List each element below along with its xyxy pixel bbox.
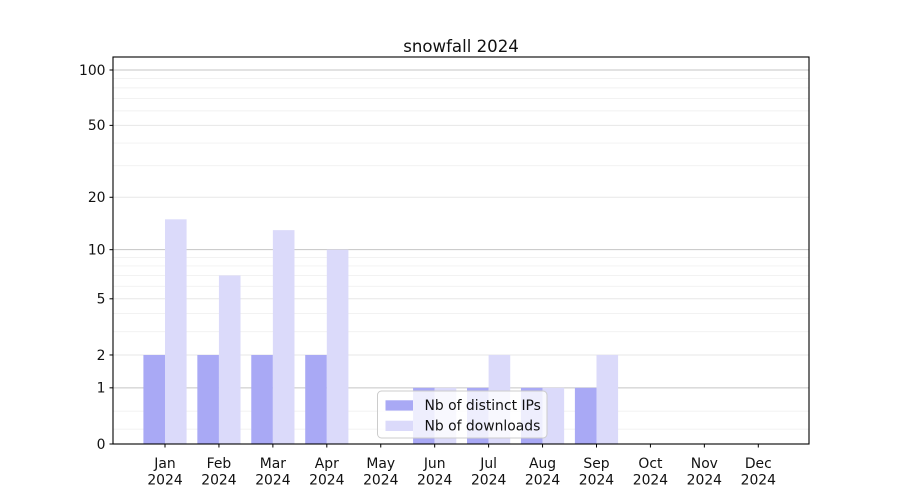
x-tick-label-month: Feb [207,456,232,472]
legend-swatch-nb-of-downloads [385,420,413,431]
x-tick-label-year: 2024 [309,473,345,489]
legend-label-nb-of-distinct-ips: Nb of distinct IPs [425,398,541,414]
x-tick-label-year: 2024 [633,473,669,489]
y-tick-label: 50 [88,118,106,134]
x-tick-label-year: 2024 [579,473,615,489]
x-tick-label-month: Nov [691,456,718,472]
bar-nb-of-distinct-ips-feb-2024 [197,354,219,444]
y-tick-label: 100 [79,63,106,79]
bar-nb-of-distinct-ips-apr-2024 [305,354,327,444]
bar-nb-of-distinct-ips-jan-2024 [143,354,165,444]
y-tick-label: 2 [97,348,106,364]
bar-nb-of-downloads-feb-2024 [218,275,241,444]
x-tick-label-year: 2024 [201,473,237,489]
legend-swatch-nb-of-distinct-ips [385,400,413,411]
x-tick-label-month: Aug [529,456,556,472]
bar-nb-of-distinct-ips-mar-2024 [251,354,273,444]
x-tick-label-month: May [366,456,395,472]
x-tick-label-year: 2024 [741,473,777,489]
x-tick-label-year: 2024 [363,473,399,489]
bar-nb-of-downloads-jan-2024 [165,219,187,444]
bar-nb-of-distinct-ips-sep-2024 [574,387,597,444]
x-tick-label-month: Mar [260,456,286,472]
x-tick-label-month: Oct [638,456,663,472]
y-tick-label: 5 [97,292,106,308]
axes-frame [112,56,810,445]
x-tick-label-year: 2024 [255,473,291,489]
x-tick-label-month: Dec [745,456,772,472]
legend-label-nb-of-downloads: Nb of downloads [425,418,541,434]
bar-nb-of-downloads-mar-2024 [272,230,295,444]
x-tick-label-year: 2024 [417,473,453,489]
y-tick-label: 10 [88,242,106,258]
y-tick-label: 1 [97,381,106,397]
x-tick-label-year: 2024 [471,473,507,489]
bar-nb-of-downloads-aug-2024 [542,387,565,444]
bar-nb-of-downloads-apr-2024 [326,249,349,444]
x-tick-label-year: 2024 [687,473,723,489]
x-tick-label-month: Jul [479,456,497,472]
legend-box [377,390,548,439]
y-tick-label: 20 [88,190,106,206]
x-tick-label-month: Apr [315,456,339,472]
legend: Nb of distinct IPs Nb of downloads [377,390,548,439]
x-tick-label-year: 2024 [147,473,183,489]
bar-nb-of-downloads-sep-2024 [596,354,619,444]
x-tick-label-month: Jun [423,456,446,472]
x-tick-label-month: Jan [153,456,175,472]
x-tick-label-month: Sep [583,456,609,472]
chart-title: snowfall 2024 [403,37,519,56]
y-tick-label: 0 [97,437,106,453]
x-tick-label-year: 2024 [525,473,561,489]
axis-ticks: 0125102050100Jan2024Feb2024Mar2024Apr202… [79,63,776,489]
